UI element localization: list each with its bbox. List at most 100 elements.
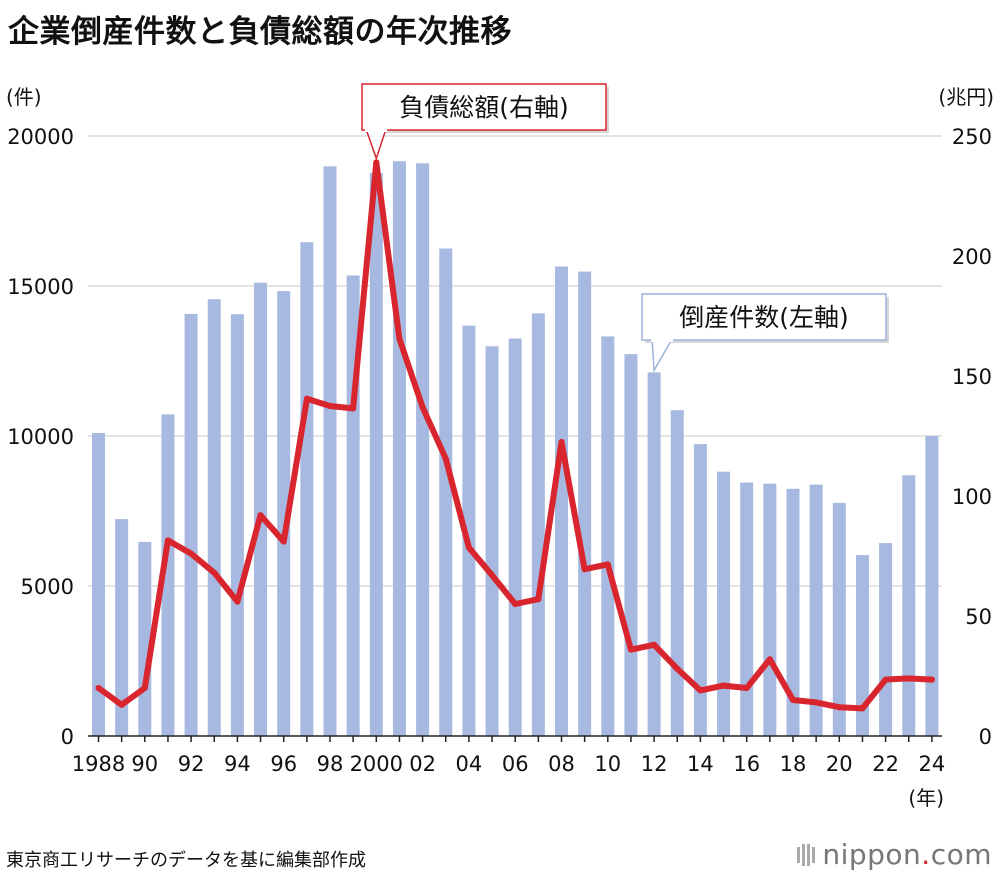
chart-title: 企業倒産件数と負債総額の年次推移: [8, 14, 512, 50]
callout-box: [641, 293, 887, 341]
debt-point: [535, 596, 542, 603]
bar: [763, 483, 777, 736]
bar: [809, 484, 823, 736]
bar-series-bankruptcy-count: [92, 161, 939, 737]
bar: [485, 346, 499, 736]
x-tick-label: 1988: [72, 752, 125, 776]
x-tick-label: 16: [733, 752, 760, 776]
bar: [115, 519, 129, 736]
debt-point: [859, 705, 866, 712]
debt-point: [720, 682, 727, 689]
debt-point: [350, 405, 357, 412]
debt-point: [558, 439, 565, 445]
bar: [902, 475, 916, 736]
debt-point: [396, 335, 403, 342]
bar: [462, 325, 476, 736]
left-axis-unit: (件): [6, 85, 42, 109]
debt-point: [465, 544, 472, 551]
bar: [693, 444, 707, 736]
right-tick-label: 0: [979, 725, 992, 749]
x-tick-label: 2000: [350, 752, 403, 776]
debt-point: [766, 656, 773, 663]
bar: [601, 336, 615, 736]
debt-point: [928, 676, 935, 683]
x-tick-label: 04: [456, 752, 483, 776]
debt-point: [489, 572, 496, 579]
left-tick-label: 20000: [7, 125, 74, 149]
x-tick-label: 06: [502, 752, 529, 776]
x-tick-label: 10: [594, 752, 621, 776]
bar: [161, 414, 175, 736]
debt-point: [697, 687, 704, 694]
debt-point: [627, 646, 634, 653]
debt-point: [790, 697, 796, 703]
source-note: 東京商工リサーチのデータを基に編集部作成: [6, 850, 366, 871]
bar: [717, 471, 731, 736]
debt-point: [188, 550, 195, 557]
debt-point: [743, 685, 750, 691]
left-tick-label: 15000: [7, 275, 74, 299]
left-tick-label: 10000: [7, 425, 74, 449]
brand-tld: com: [930, 838, 992, 871]
brand-dot: .: [921, 838, 931, 871]
bar: [879, 543, 893, 736]
callout-box: [361, 83, 607, 131]
axis-labels: 0 5000 10000 15000 20000 0 50 100 150 200 250 (件) (兆…: [6, 85, 994, 810]
debt-point: [95, 685, 102, 691]
right-tick-label: 50: [965, 605, 992, 629]
bar: [416, 163, 430, 737]
bar: [925, 436, 939, 736]
debt-point: [813, 699, 820, 706]
bar: [832, 502, 846, 736]
x-tick-label: 24: [919, 752, 946, 776]
debt-point: [280, 538, 287, 545]
callouts: 負債総額(右軸) 倒産件数(左軸): [361, 83, 889, 373]
right-tick-label: 250: [952, 125, 992, 149]
debt-point: [118, 701, 125, 708]
x-tick-label: 96: [270, 752, 297, 776]
debt-point: [836, 704, 843, 711]
right-tick-label: 100: [952, 485, 992, 509]
bar: [230, 314, 244, 736]
right-tick-label: 200: [952, 245, 992, 269]
callout-label: 倒産件数(左軸): [679, 303, 849, 332]
bar: [92, 433, 105, 736]
callout: 負債総額(右軸): [361, 83, 609, 161]
right-tick-label: 150: [952, 365, 992, 389]
debt-point: [651, 641, 658, 648]
bar: [647, 372, 661, 736]
bar: [300, 242, 314, 736]
brand-logo: nippon.com: [796, 838, 992, 871]
bar: [138, 541, 152, 736]
bar: [369, 172, 383, 736]
x-tick-label: 22: [872, 752, 899, 776]
bar: [323, 166, 337, 737]
x-tick-label: 98: [317, 752, 344, 776]
right-axis-unit: (兆円): [938, 85, 994, 109]
x-tick-label: 02: [409, 752, 436, 776]
bar: [254, 282, 268, 736]
callout: 倒産件数(左軸): [641, 293, 889, 373]
bar: [670, 410, 684, 736]
bar: [624, 354, 638, 736]
debt-point: [674, 665, 681, 672]
x-tick-label: 12: [641, 752, 668, 776]
left-tick-label: 0: [61, 725, 74, 749]
callout-pointer: [364, 128, 388, 161]
debt-point: [327, 403, 333, 409]
axes: [88, 735, 942, 742]
bar: [531, 313, 545, 736]
line-series-total-debt: [95, 159, 935, 712]
bar: [555, 266, 568, 736]
debt-point: [257, 512, 264, 519]
bar: [855, 555, 869, 736]
debt-point: [211, 569, 218, 576]
bar: [578, 271, 592, 736]
callout-joint: [651, 338, 673, 342]
callout-joint: [365, 128, 387, 132]
brand-name: nippon: [822, 838, 922, 871]
debt-point: [882, 676, 889, 683]
left-tick-label: 5000: [21, 575, 74, 599]
x-axis-unit: (年): [908, 786, 944, 810]
